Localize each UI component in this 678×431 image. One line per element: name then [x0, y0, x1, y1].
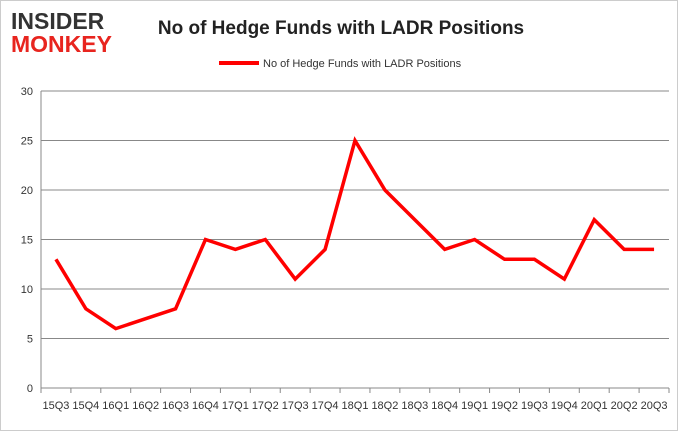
x-tick-label: 20Q3 [641, 400, 668, 412]
y-tick-label: 5 [27, 334, 33, 346]
x-tick-label: 18Q2 [371, 400, 398, 412]
y-tick-label: 0 [27, 383, 33, 395]
x-tick-label: 15Q3 [42, 400, 69, 412]
y-tick-label: 30 [21, 86, 33, 98]
x-tick-label: 20Q2 [611, 400, 638, 412]
x-tick-label: 17Q1 [222, 400, 249, 412]
y-tick-label: 20 [21, 185, 33, 197]
x-tick-label: 18Q1 [342, 400, 369, 412]
series-line [54, 136, 655, 331]
x-tick-label: 16Q4 [192, 400, 219, 412]
x-tick-label: 19Q1 [461, 400, 488, 412]
y-tick-label: 15 [21, 235, 33, 247]
x-tick-label: 19Q4 [551, 400, 578, 412]
x-tick-label: 16Q2 [132, 400, 159, 412]
x-tick-label: 17Q3 [282, 400, 309, 412]
chart-title: No of Hedge Funds with LADR Positions [158, 18, 524, 39]
x-tick-label: 19Q2 [491, 400, 518, 412]
x-tick-label: 18Q4 [431, 400, 458, 412]
x-tick-label: 15Q4 [72, 400, 99, 412]
insider-monkey-logo: INSIDER MONKEY [11, 8, 112, 57]
x-tick-label: 16Q3 [162, 400, 189, 412]
logo-line2: MONKEY [11, 31, 112, 57]
x-tick-label: 18Q3 [401, 400, 428, 412]
y-tick-label: 10 [21, 284, 33, 296]
x-tick-label: 19Q3 [521, 400, 548, 412]
legend-label: No of Hedge Funds with LADR Positions [263, 58, 462, 70]
x-tick-label: 17Q4 [312, 400, 339, 412]
x-tick-label: 20Q1 [581, 400, 608, 412]
x-tick-label: 17Q2 [252, 400, 279, 412]
y-tick-label: 25 [21, 136, 33, 148]
x-tick-label: 16Q1 [102, 400, 129, 412]
logo-line1: INSIDER [11, 8, 105, 34]
